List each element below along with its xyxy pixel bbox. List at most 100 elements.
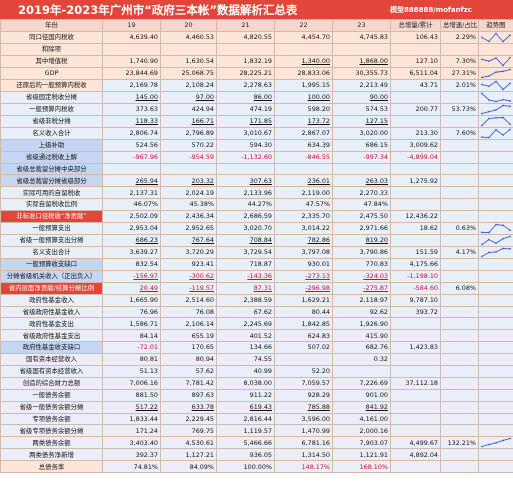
value-cell: 634.39 [274, 138, 333, 152]
trend-cell [478, 198, 513, 212]
cell-value: 633.78 [191, 402, 214, 411]
cell-value: 2,502.09 [129, 212, 158, 221]
trend-point [495, 223, 497, 226]
cell-value: 4,745.83 [359, 33, 388, 42]
cell-value: 5,466.66 [243, 438, 272, 447]
table-row: 其中增值税 1,740.90 1,630.54 1,832.19 1,340.00 1,8… [0, 54, 513, 68]
trend-cell [478, 305, 513, 319]
cell-value: -156.97 [133, 272, 158, 281]
table-row: 创造的综合财力总额 7,006.16 7,781.42 8,038.00 7,059.5… [0, 376, 513, 390]
value-cell: 47.57% [274, 198, 333, 212]
table-row: 政府性基金支出 1,586.71 2,106.14 2,245.69 1,842.85 1… [0, 317, 513, 331]
value-cell: 236.01 [274, 174, 333, 188]
value-cell: 76.96 [102, 305, 161, 319]
value-cell: 633.78 [160, 400, 217, 414]
total-cell: -1,198.10 [390, 269, 441, 283]
value-cell: 6,781.16 [274, 436, 333, 450]
trend-cell [478, 186, 513, 200]
value-cell: 87.31 [216, 281, 275, 295]
row-label: 一般预算内税收 [0, 102, 103, 116]
trend-point [481, 92, 483, 95]
value-cell: 2,388.59 [216, 293, 275, 307]
table-row: 非标准口径税收“净贡献” 2,502.09 2,436.34 2,686.59 2,33… [0, 210, 513, 224]
title-bar: 2019年-2023年广州市“政府三本帐”数据解析汇总表 模型888888/mo… [0, 0, 513, 19]
cell-value: 507.02 [307, 343, 330, 352]
cell-value: 4,530.61 [185, 438, 214, 447]
cell-value: 930.01 [307, 260, 330, 269]
value-cell: -846.55 [274, 150, 333, 164]
value-cell: 74.81% [102, 460, 161, 474]
value-cell: 84.14 [102, 329, 161, 343]
cell-value: 881.50 [135, 391, 158, 400]
total-cell [390, 388, 441, 402]
value-cell: 686.15 [332, 138, 391, 152]
cell-value: 2,024.19 [185, 188, 214, 197]
value-cell: 3,720.29 [160, 246, 217, 260]
trend-point [495, 80, 497, 83]
total-cell: 4,175.66 [390, 258, 441, 271]
cell-value: 2,245.69 [243, 319, 272, 328]
value-cell: 2,133.96 [216, 186, 275, 200]
table-row: 专项债务余额 1,833.44 2,229.45 2,816.44 3,596.00 4,… [0, 412, 513, 426]
value-cell: 769.75 [160, 424, 217, 438]
total-cell [390, 90, 441, 104]
rate-cell [440, 376, 479, 390]
row-label: 创造的综合财力总额 [0, 376, 103, 390]
total-cell: 4,499.67 [390, 436, 441, 450]
rate-cell [440, 400, 479, 414]
trend-point [502, 116, 504, 119]
cell-value: 2,270.33 [359, 188, 388, 197]
header-year: 23 [332, 19, 391, 32]
value-cell: 718.87 [216, 258, 275, 271]
total-cell: 18.62 [390, 222, 441, 236]
cell-value: 1,127.21 [185, 450, 214, 459]
cell-value: 74.55 [253, 355, 272, 364]
cell-value: 2,000.16 [359, 426, 388, 435]
table-row: 实际自留税收比例 46.07% 45.38% 44.27% 47.57% 47.84% [0, 198, 513, 212]
cell-value: 134.66 [249, 343, 272, 352]
value-cell: 574.53 [332, 102, 391, 116]
rate-cell: 53.73% [440, 102, 479, 116]
cell-value: 708.84 [249, 236, 272, 245]
cell-value: 4,639.40 [129, 33, 158, 42]
rate-cell [440, 258, 479, 271]
cell-value: -296.98 [305, 284, 330, 293]
value-cell: 265.94 [102, 174, 161, 188]
cell-value: 28,225.21 [239, 69, 272, 78]
row-label: 总债务率 [0, 460, 103, 474]
cell-value: 80.81 [139, 355, 158, 364]
trend-point [509, 235, 511, 238]
value-cell [102, 162, 161, 176]
trend-point [495, 70, 497, 73]
cell-value: 4,820.55 [243, 33, 272, 42]
value-cell: 2,475.50 [332, 210, 391, 224]
row-label: 一般预算支出 [0, 222, 103, 236]
trend-cell [478, 281, 513, 295]
cell-value: 100.00% [243, 462, 272, 471]
trend-point [495, 242, 497, 245]
trend-point [481, 83, 483, 86]
cell-value: 7,059.57 [301, 379, 330, 388]
trend-cell [478, 234, 513, 248]
trend-cell [478, 174, 513, 188]
table-row: 省级政府性基金支出 84.14 655.19 401.52 624.83 415.90 [0, 329, 513, 343]
value-cell: -997.34 [332, 150, 391, 164]
cell-value: 392.37 [135, 450, 158, 459]
row-label: 国有资本经营收入 [0, 353, 103, 367]
cell-value: 25,068.75 [181, 69, 214, 78]
trend-cell [478, 222, 513, 236]
cell-value: 28,833.06 [297, 69, 330, 78]
header-rate: 总增速/占比 [440, 19, 479, 32]
cell-value: -143.36 [247, 272, 272, 281]
value-cell: 2,024.19 [160, 186, 217, 200]
value-cell: 841.92 [332, 400, 391, 414]
trend-cell [478, 90, 513, 104]
cell-value: 770.83 [365, 260, 388, 269]
trend-point [509, 68, 511, 71]
cell-value: 148.17% [301, 462, 330, 471]
value-cell: 28,225.21 [216, 66, 275, 80]
value-cell: 570.22 [160, 138, 217, 152]
cell-value: 686.23 [135, 236, 158, 245]
row-label: 名义收入合计 [0, 126, 103, 140]
rate-cell [440, 305, 479, 319]
